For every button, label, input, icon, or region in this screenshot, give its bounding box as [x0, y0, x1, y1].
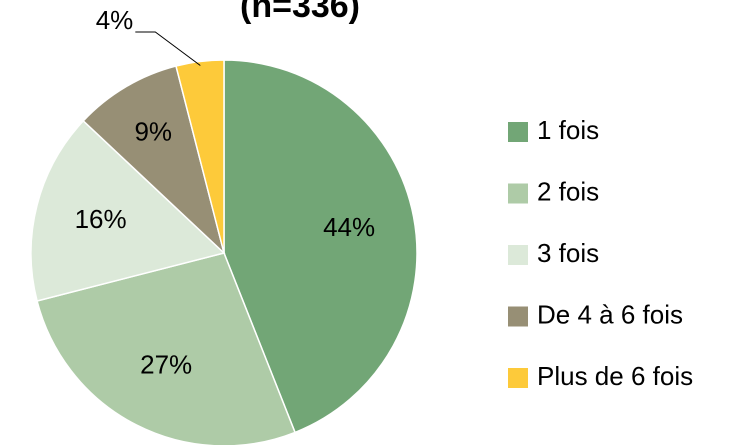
data-label: 9% — [134, 116, 172, 146]
legend-label: 2 fois — [537, 176, 599, 206]
pie-slice — [82, 65, 226, 256]
data-label: 44% — [323, 212, 375, 242]
legend-swatch — [508, 245, 528, 265]
pie-slice — [175, 59, 225, 254]
legend-label: De 4 à 6 fois — [537, 299, 683, 329]
leader-line — [135, 31, 201, 66]
pie-slice — [36, 252, 297, 445]
legend-label: 3 fois — [537, 238, 599, 268]
pie-slice — [223, 59, 418, 434]
chart-title: (n=336) — [240, 0, 360, 25]
legend-swatch — [508, 368, 528, 388]
legend-label: 1 fois — [537, 115, 599, 145]
legend-label: Plus de 6 fois — [537, 361, 693, 391]
data-label: 27% — [140, 349, 192, 379]
legend-swatch — [508, 122, 528, 142]
data-label: 4% — [96, 5, 134, 35]
pie-slice — [30, 119, 226, 302]
data-label: 16% — [75, 204, 127, 234]
legend-swatch — [508, 306, 528, 327]
legend-swatch — [508, 183, 528, 204]
